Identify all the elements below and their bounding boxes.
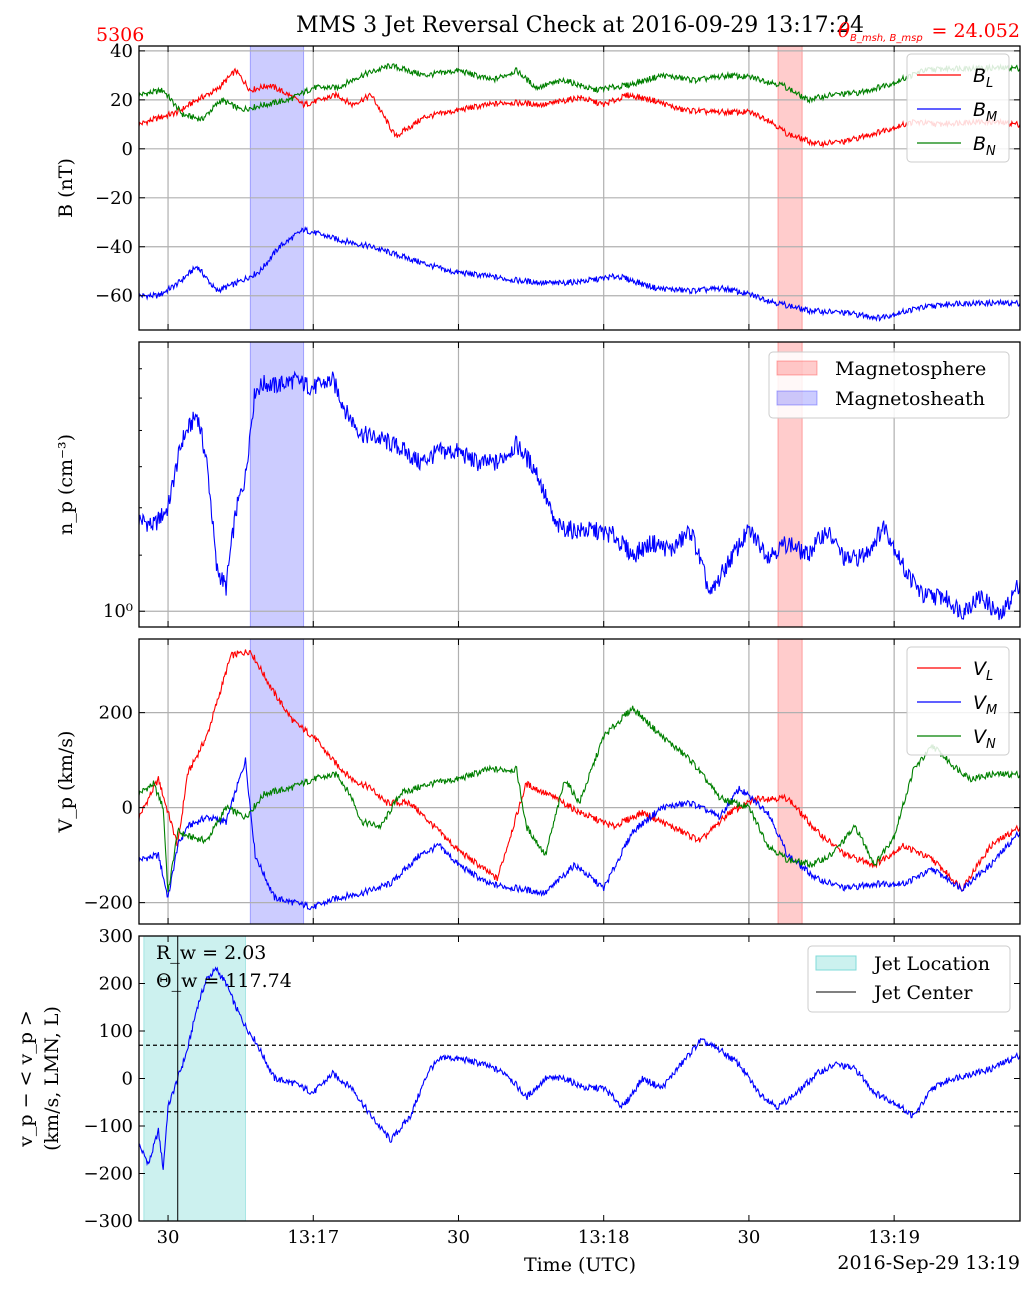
legend-label: VM [973, 692, 997, 718]
magnetosheath-band [249, 45, 305, 331]
legend-box [906, 646, 1010, 756]
y-tick-label: 0 [122, 139, 133, 160]
plot-frame [138, 341, 1021, 628]
thetaw-annotation: Θ_w = 117.74 [156, 970, 292, 992]
legend-box [768, 351, 1010, 419]
legend-swatch [776, 360, 818, 376]
magnetosphere-band [777, 638, 803, 925]
panel-density: 10⁰ n_p (cm⁻³) Magnetosphere Magnetosheath [55, 341, 1021, 628]
y-tick-label: 20 [110, 90, 133, 111]
series-v-m [139, 757, 1020, 911]
panel-magnetic-field: 40 20 0 −20 −40 −60 B (nT) BL BM BN [55, 41, 1021, 331]
y-tick-label: −300 [84, 1211, 133, 1232]
y-axis-title: n_p (cm⁻³) [55, 434, 77, 535]
x-tick-label: 13:17 [287, 1227, 339, 1248]
y-axis-title-2: (km/s, LMN, L) [41, 1006, 63, 1151]
rw-annotation: R_w = 2.03 [156, 942, 266, 964]
y-tick-label: 0 [122, 1069, 133, 1090]
x-tick-label: 30 [157, 1227, 180, 1248]
series-v-n [139, 705, 1020, 893]
y-tick-label: 100 [99, 1021, 133, 1042]
corner-right-theta: θ [838, 18, 850, 42]
legend-box [906, 53, 1010, 163]
y-tick-label: 200 [99, 703, 133, 724]
corner-right-subscript: B_msh, B_msp [850, 33, 923, 44]
panel-velocity: 200 0 −200 V_p (km/s) VL VM VN [55, 638, 1021, 925]
y-tick-label: −200 [84, 893, 133, 914]
series-b-n [139, 63, 1020, 122]
series-b-m [139, 225, 1020, 322]
y-tick-label: −60 [95, 286, 133, 307]
y-tick-label: 0 [122, 798, 133, 819]
series-n-p [139, 370, 1020, 621]
jet-location-band [143, 935, 246, 1222]
legend-label: BM [973, 99, 997, 125]
y-axis-title: B (nT) [55, 158, 77, 218]
y-tick-label: 300 [99, 926, 133, 947]
date-label: 2016-Sep-29 13:19 [837, 1252, 1020, 1274]
legend-label: VN [973, 726, 996, 752]
legend-label: Magnetosheath [835, 388, 985, 410]
legend-label: BN [973, 133, 996, 159]
corner-right-value: = 24.052 [932, 20, 1020, 42]
plot-frame [138, 638, 1021, 925]
series-v-p [139, 966, 1020, 1170]
y-tick-label: −40 [95, 237, 133, 258]
x-axis-title: Time (UTC) [524, 1254, 636, 1276]
panel-jet: 30 13:17 30 13:18 30 13:19 300 200 100 0 −100 −200 −… [15, 926, 1021, 1248]
y-axis-title: v_p − < v_p > [15, 1010, 37, 1148]
plot-frame [138, 45, 1021, 331]
x-tick-label: 30 [447, 1227, 470, 1248]
legend-label: Jet Center [872, 982, 973, 1004]
y-tick-label: −100 [84, 1116, 133, 1137]
legend-label: VL [973, 658, 993, 684]
y-tick-label: 40 [110, 41, 133, 62]
series-b-l [139, 67, 1020, 149]
figure-title: MMS 3 Jet Reversal Check at 2016-09-29 1… [296, 13, 864, 38]
y-axis-title: V_p (km/s) [55, 731, 77, 834]
legend-swatch [815, 955, 857, 971]
y-tick-label: 200 [99, 974, 133, 995]
magnetosheath-band [249, 638, 305, 925]
legend-label: Jet Location [872, 953, 990, 975]
legend-label: BL [973, 65, 993, 91]
y-tick-label: −200 [84, 1164, 133, 1185]
legend-swatch [776, 390, 818, 406]
corner-right-annotation: θ B_msh, B_msp = 24.052 [838, 18, 1020, 44]
x-tick-label: 13:18 [578, 1227, 630, 1248]
legend-label: Magnetosphere [835, 358, 986, 380]
x-tick-label: 13:19 [868, 1227, 920, 1248]
x-tick-label: 30 [737, 1227, 760, 1248]
legend-box [807, 945, 1011, 1013]
y-tick-label: 10⁰ [103, 601, 133, 622]
y-tick-label: −20 [95, 188, 133, 209]
corner-left-label: 5306 [96, 24, 144, 46]
